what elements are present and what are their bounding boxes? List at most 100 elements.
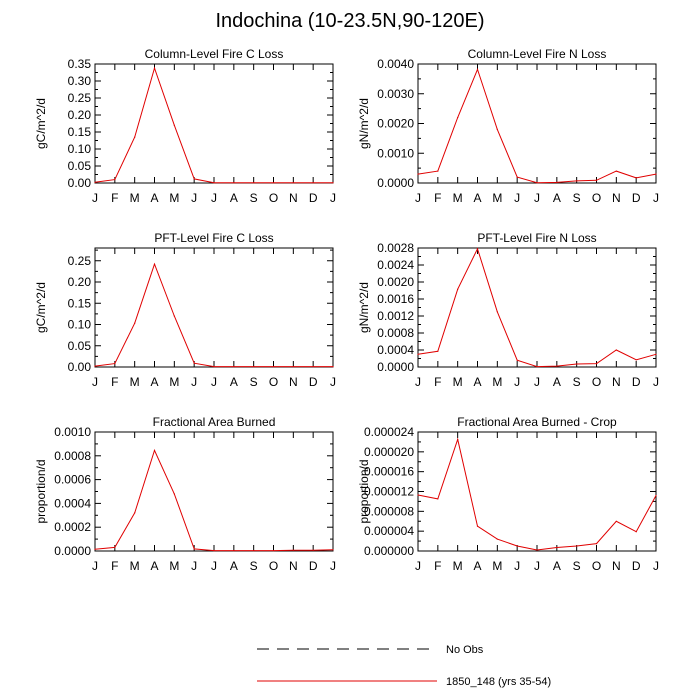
- y-tick-label: 0.25: [68, 254, 92, 268]
- x-tick-label: A: [553, 191, 561, 205]
- data-point: [193, 178, 195, 180]
- plot-frame: [417, 63, 657, 184]
- legend: No Obs 1850_148 (yrs 35-54): [257, 644, 551, 688]
- x-tick-label: J: [514, 375, 520, 389]
- figure-title: Indochina (10-23.5N,90-120E): [215, 10, 485, 32]
- x-tick-label: N: [289, 191, 298, 205]
- x-tick-label: F: [111, 375, 118, 389]
- x-tick-label: J: [330, 559, 336, 573]
- data-point: [417, 494, 419, 496]
- x-tick-label: N: [612, 375, 621, 389]
- x-tick-label: S: [250, 375, 258, 389]
- plot-frame: [94, 431, 334, 552]
- data-point: [332, 182, 334, 184]
- y-tick-label: 0.0004: [377, 343, 414, 357]
- plot-title: PFT-Level Fire C Loss: [154, 231, 273, 245]
- data-point: [312, 366, 314, 368]
- x-tick-label: N: [289, 559, 298, 573]
- x-tick-label: J: [330, 375, 336, 389]
- x-tick-label: J: [653, 191, 659, 205]
- x-tick-label: J: [191, 375, 197, 389]
- panel-4: PFT-Level Fire N Loss gN/m^2/d 0.0000 0.000…: [357, 231, 659, 389]
- data-point: [272, 182, 275, 184]
- legend-label-1: No Obs: [446, 644, 484, 656]
- x-tick-label: O: [592, 559, 601, 573]
- data-point: [213, 366, 215, 368]
- data-point: [312, 549, 314, 551]
- y-tick-label: 0.30: [68, 74, 92, 88]
- data-point: [153, 263, 156, 265]
- data-point: [576, 180, 578, 182]
- data-point: [173, 315, 175, 317]
- data-point: [556, 181, 558, 183]
- x-tick-label: M: [492, 191, 502, 205]
- panel-6: Fractional Area Burned - Crop proportion/…: [357, 415, 659, 573]
- x-tick-label: J: [211, 191, 217, 205]
- y-tick-label: 0.0020: [377, 275, 414, 289]
- x-tick-label: F: [434, 375, 441, 389]
- y-tick-label: 0.000000: [364, 544, 414, 558]
- y-tick-label: 0.000004: [364, 524, 414, 538]
- x-tick-label: M: [130, 191, 140, 205]
- y-tick-label: 0.0020: [377, 117, 414, 131]
- series-line: [94, 66, 333, 184]
- x-tick-label: S: [573, 191, 581, 205]
- data-point: [193, 548, 195, 550]
- x-tick-label: J: [514, 191, 520, 205]
- y-tick-label: 0.000008: [364, 504, 414, 518]
- y-tick-label: 0.15: [68, 125, 92, 139]
- y-tick-label: 0.0016: [377, 292, 414, 306]
- y-tick-label: 0.35: [68, 57, 92, 71]
- x-tick-label: J: [92, 375, 98, 389]
- data-point: [94, 181, 96, 183]
- x-tick-label: A: [230, 191, 238, 205]
- data-point: [312, 182, 314, 184]
- series-line: [417, 247, 657, 368]
- x-tick-label: M: [453, 191, 463, 205]
- series-line: [94, 449, 334, 552]
- x-tick-label: A: [150, 191, 158, 205]
- x-tick-label: N: [612, 559, 621, 573]
- data-point: [94, 548, 96, 550]
- y-tick-label: 0.0002: [54, 520, 91, 534]
- data-point: [496, 128, 498, 130]
- data-point: [536, 549, 538, 551]
- y-tick-label: 0.0004: [54, 496, 91, 510]
- series-line: [417, 437, 657, 551]
- x-tick-label: J: [415, 191, 421, 205]
- data-point: [153, 449, 156, 451]
- data-point: [134, 322, 136, 324]
- data-point: [635, 177, 637, 179]
- data-point: [595, 179, 598, 181]
- data-point: [417, 173, 419, 175]
- data-point: [292, 182, 294, 184]
- data-point: [556, 546, 558, 549]
- x-tick-label: A: [553, 559, 561, 573]
- plot-frame: [94, 247, 334, 368]
- data-point: [253, 550, 255, 552]
- x-tick-label: N: [612, 191, 621, 205]
- data-point: [476, 525, 479, 527]
- x-tick-label: S: [250, 191, 258, 205]
- plot-title: PFT-Level Fire N Loss: [477, 231, 596, 245]
- data-point: [615, 170, 617, 172]
- plot-title: Column-Level Fire C Loss: [145, 47, 284, 61]
- y-tick-label: 0.05: [68, 339, 92, 353]
- x-tick-label: M: [453, 375, 463, 389]
- y-tick-label: 0.0006: [54, 473, 91, 487]
- y-tick-label: 0.0040: [377, 57, 414, 71]
- data-point: [213, 550, 215, 552]
- data-point: [556, 365, 558, 367]
- data-point: [635, 531, 637, 533]
- data-point: [233, 366, 235, 368]
- data-point: [457, 288, 459, 290]
- data-point: [437, 350, 439, 352]
- series-line: [417, 67, 657, 184]
- x-tick-label: M: [492, 375, 502, 389]
- y-tick-label: 0.000012: [364, 485, 414, 499]
- x-tick-label: S: [573, 375, 581, 389]
- data-point: [114, 179, 116, 181]
- data-point: [437, 170, 439, 172]
- x-tick-label: J: [191, 191, 197, 205]
- y-axis-label: gN/m^2/d: [357, 282, 371, 333]
